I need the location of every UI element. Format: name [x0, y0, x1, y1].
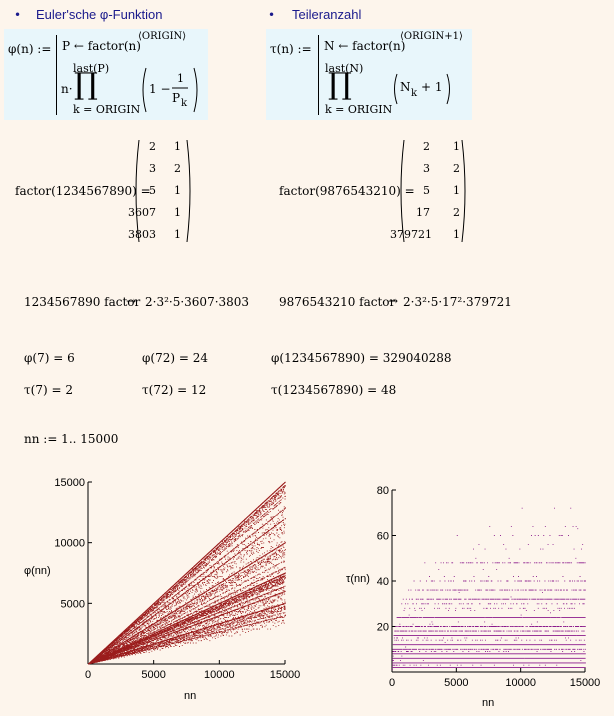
phi-chart-ylabel: φ(nn): [24, 565, 51, 577]
y-tick-label: 5000: [61, 598, 85, 610]
data-points: [88, 481, 286, 665]
x-tick-label: 10000: [505, 677, 536, 689]
matrix-cell: 1: [174, 184, 181, 197]
phi-frac-den-sub: k: [181, 98, 188, 109]
phi-frac-den: P: [172, 91, 181, 105]
matrix-cell: 1: [174, 228, 181, 241]
tau-chart-ylabel: τ(nn): [346, 573, 370, 585]
tau-7-result: τ(7) = 2: [24, 383, 73, 397]
matrix-cell: 379721: [390, 228, 432, 241]
x-tick-label: 0: [85, 669, 91, 681]
phi-def-line1: P ← factor(n): [62, 39, 141, 53]
phi-chart-xlabel: nn: [184, 690, 197, 702]
y-tick-label: 20: [377, 622, 389, 634]
phi-paren-group: [142, 67, 198, 113]
matrix-cell: 1: [453, 184, 460, 197]
x-tick-label: 5000: [444, 677, 468, 689]
x-tick-label: 15000: [270, 669, 300, 681]
y-tick-label: 15000: [54, 477, 85, 489]
matrix-cell: 1: [174, 140, 181, 153]
data-points: [392, 507, 586, 671]
tau-prod-lower: k = ORIGIN: [325, 103, 393, 116]
symbolic-left-arrow: →: [126, 294, 137, 308]
matrix-cell: 3803: [128, 228, 156, 241]
product-icon: ∏: [328, 67, 352, 102]
phi-frac-num: 1: [177, 72, 184, 85]
symbolic-right-arrow: →: [388, 294, 399, 308]
phi-chart[interactable]: 0 5000 10000 15000 5000 10000 15000: [50, 474, 300, 684]
phi-big-result: φ(1234567890) = 329040288: [271, 351, 452, 365]
tau-72-result: τ(72) = 12: [142, 383, 207, 397]
y-tick-label: 10000: [54, 538, 85, 550]
tau-definition-region[interactable]: [266, 29, 472, 120]
phi-section-title: Euler'sche φ-Funktion: [36, 7, 163, 22]
phi-prod-lower: k = ORIGIN: [73, 103, 141, 116]
x-tick-label: 10000: [204, 669, 235, 681]
tau-section-title: Teileranzahl: [292, 7, 362, 22]
tau-big-result: τ(1234567890) = 48: [271, 383, 397, 397]
phi-def-lhs: φ(n) :=: [8, 42, 52, 56]
matrix-cell: 2: [423, 140, 430, 153]
tau-def-line1: N ← factor(n): [324, 39, 406, 53]
factor-right-expr: factor(9876543210) =: [279, 184, 415, 198]
matrix-cell: 2: [149, 140, 156, 153]
phi-n-dot: n·: [61, 82, 73, 96]
bullet-icon: •: [14, 8, 22, 22]
symbolic-right-result: 2·3²·5·17²·379721: [403, 295, 512, 309]
tau-plus-one: + 1: [421, 80, 443, 94]
matrix-cell: 2: [453, 162, 460, 175]
tau-chart-xlabel: nn: [482, 697, 495, 709]
matrix-cell: 1: [453, 228, 460, 241]
factor-left-brackets: [135, 139, 191, 243]
tau-prod-upper: last(N): [325, 62, 364, 75]
tau-chart[interactable]: 0 5000 10000 15000 20 40 60 80: [356, 482, 606, 692]
phi-one-minus: 1 −: [149, 82, 171, 96]
matrix-cell: 2: [453, 206, 460, 219]
tau-term: N: [400, 80, 411, 94]
phi-prod-upper: last(P): [73, 62, 110, 75]
matrix-cell: 3607: [128, 206, 156, 219]
tau-def-line1-sup: ⟨ORIGIN+1⟩: [400, 31, 463, 42]
product-icon: ∏: [74, 67, 98, 102]
symbolic-left-result: 2·3²·5·3607·3803: [145, 295, 250, 309]
matrix-cell: 1: [174, 206, 181, 219]
tau-term-sub: k: [411, 88, 418, 99]
tau-def-lhs: τ(n) :=: [270, 42, 312, 56]
bullet-icon: •: [268, 8, 276, 22]
y-tick-label: 40: [377, 576, 389, 588]
symbolic-right-input: 9876543210 factor: [279, 295, 396, 309]
factor-left-expr: factor(1234567890) =: [15, 184, 151, 198]
matrix-cell: 5: [423, 184, 430, 197]
matrix-cell: 5: [149, 184, 156, 197]
matrix-cell: 17: [416, 206, 430, 219]
matrix-cell: 3: [423, 162, 430, 175]
factor-right-brackets: [400, 139, 466, 243]
phi-definition-region[interactable]: [4, 29, 208, 120]
phi-7-result: φ(7) = 6: [24, 351, 75, 365]
matrix-cell: 2: [174, 162, 181, 175]
y-tick-label: 60: [377, 531, 389, 543]
range-definition: nn := 1.. 15000: [24, 432, 119, 446]
x-tick-label: 0: [389, 677, 395, 689]
program-bar: [318, 35, 320, 115]
tau-paren-group: [394, 73, 450, 105]
symbolic-left-input: 1234567890 factor: [24, 295, 141, 309]
phi-72-result: φ(72) = 24: [142, 351, 208, 365]
y-tick-label: 80: [377, 485, 389, 497]
x-tick-label: 15000: [570, 677, 601, 689]
matrix-cell: 1: [453, 140, 460, 153]
x-tick-label: 5000: [141, 669, 165, 681]
matrix-cell: 3: [149, 162, 156, 175]
phi-def-line1-sup: ⟨ORIGIN⟩: [138, 31, 187, 42]
program-bar: [56, 35, 58, 115]
